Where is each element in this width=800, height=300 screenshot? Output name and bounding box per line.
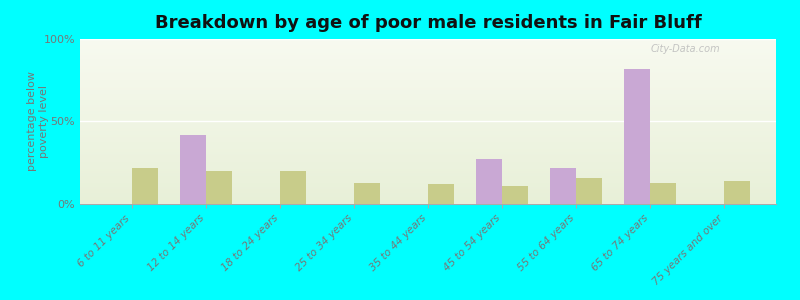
Text: City-Data.com: City-Data.com bbox=[650, 44, 720, 54]
Bar bbox=[476, 159, 502, 204]
Bar bbox=[280, 171, 306, 204]
Bar bbox=[132, 168, 158, 204]
Bar bbox=[576, 178, 602, 204]
Y-axis label: percentage below
poverty level: percentage below poverty level bbox=[27, 71, 49, 172]
Bar bbox=[650, 182, 676, 204]
Bar bbox=[502, 186, 528, 204]
Bar bbox=[724, 181, 750, 204]
Bar bbox=[428, 184, 454, 204]
Bar bbox=[180, 135, 206, 204]
Bar bbox=[206, 171, 232, 204]
Bar bbox=[354, 182, 380, 204]
Bar bbox=[624, 69, 650, 204]
Bar bbox=[550, 168, 576, 204]
Title: Breakdown by age of poor male residents in Fair Bluff: Breakdown by age of poor male residents … bbox=[154, 14, 702, 32]
